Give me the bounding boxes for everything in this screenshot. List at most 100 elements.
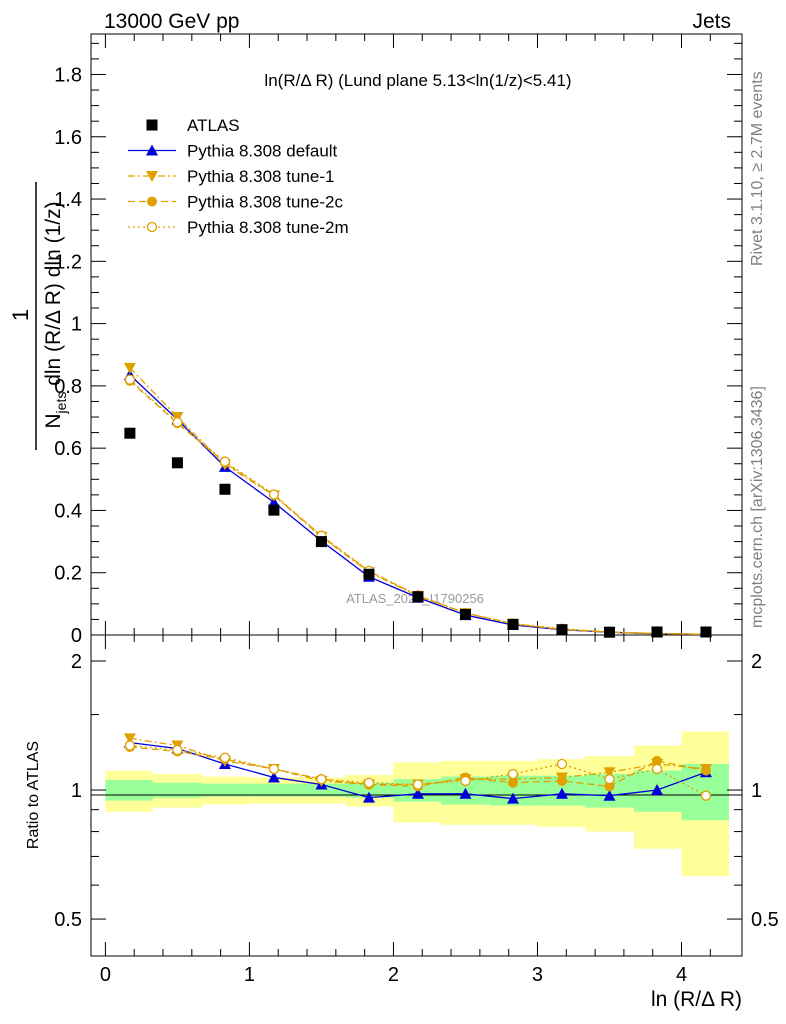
inner-band-bin bbox=[201, 783, 250, 797]
data-point-atlas bbox=[556, 624, 568, 636]
ratio-point-pythia-8-308-tune-2c bbox=[700, 765, 711, 776]
rivet-version-label: Rivet 3.1.10, ≥ 2.7M events bbox=[749, 71, 766, 266]
y-tick-label: 1.6 bbox=[54, 127, 82, 149]
data-point-atlas bbox=[507, 618, 519, 630]
data-point-pythia-8-308-tune-2m bbox=[268, 489, 280, 500]
ratio-y-axis-title: Ratio to ATLAS bbox=[25, 741, 42, 849]
legend-marker-pythia-8-308-tune-2m bbox=[146, 221, 158, 233]
y-tick-label: 1.8 bbox=[54, 64, 82, 86]
main-y-axis-title: 1 d² Nemissions Njets dln (R/Δ R) dln (1… bbox=[0, 182, 69, 450]
svg-text:d² Nemissions: d² Nemissions bbox=[0, 277, 1, 379]
ratio-point-pythia-8-308-tune-2m bbox=[268, 763, 280, 775]
ratio-point-pythia-8-308-default bbox=[651, 784, 664, 796]
ratio-point-pythia-8-308-tune-2m bbox=[604, 774, 615, 785]
ratio-point-pythia-8-308-tune-2m bbox=[316, 774, 327, 785]
energy-label: 13000 GeV pp bbox=[104, 10, 239, 33]
ratio-tick-label-right: 1 bbox=[751, 780, 762, 802]
x-axis-title: ln (R/Δ R) bbox=[651, 988, 742, 1011]
data-point-atlas bbox=[603, 626, 615, 638]
legend-marker-pythia-8-308-tune-2c bbox=[147, 196, 157, 207]
ratio-point-pythia-8-308-default bbox=[411, 787, 424, 799]
y-tick-label: 1 bbox=[71, 314, 82, 336]
ratio-point-pythia-8-308-default bbox=[603, 789, 616, 801]
mcplots-source-label: mcplots.cern.ch [arXiv:1306.3436] bbox=[749, 386, 766, 628]
legend-marker-pythia-8-308-default bbox=[146, 144, 158, 156]
legend-label-pythia-8-308-tune-2m: Pythia 8.308 tune-2m bbox=[187, 218, 349, 237]
ratio-tick-label-right: 0.5 bbox=[751, 909, 779, 931]
ratio-point-pythia-8-308-default bbox=[362, 791, 375, 803]
data-point-atlas bbox=[412, 591, 424, 603]
inner-band-bin bbox=[296, 783, 346, 797]
legend-marker-pythia-8-308-tune-1 bbox=[146, 171, 158, 182]
ratio-point-pythia-8-308-tune-2m bbox=[700, 790, 712, 801]
process-label: Jets bbox=[692, 10, 731, 33]
ratio-uncertainty-bands bbox=[105, 731, 730, 877]
y-tick-label: 0.2 bbox=[54, 563, 82, 585]
ratio-point-pythia-8-308-default bbox=[506, 792, 519, 804]
data-point-pythia-8-308-tune-2m bbox=[124, 374, 136, 385]
ratio-point-pythia-8-308-tune-2c bbox=[604, 781, 615, 792]
data-point-atlas bbox=[651, 626, 663, 638]
ratio-point-pythia-8-308-tune-2m bbox=[412, 779, 424, 790]
legend: ATLAS Pythia 8.308 default Pythia 8.308 tu… bbox=[128, 116, 349, 237]
main-panel-series bbox=[123, 362, 712, 638]
x-tick-label: 3 bbox=[532, 964, 543, 986]
ratio-tick-label: 0.5 bbox=[54, 909, 82, 931]
x-tick-label: 1 bbox=[244, 964, 255, 986]
ratio-panel-series bbox=[123, 733, 712, 804]
legend-label-pythia-8-308-tune-2c: Pythia 8.308 tune-2c bbox=[187, 193, 343, 212]
ratio-point-pythia-8-308-tune-1 bbox=[603, 767, 616, 779]
data-point-atlas bbox=[315, 536, 327, 548]
ratio-point-pythia-8-308-tune-2c bbox=[652, 755, 663, 766]
y-tick-label: 1.4 bbox=[54, 189, 82, 211]
legend-label-pythia-8-308-tune-1: Pythia 8.308 tune-1 bbox=[187, 167, 334, 186]
legend-label-atlas: ATLAS bbox=[187, 116, 240, 135]
plot-title: ln(R/Δ R) (Lund plane 5.13<ln(1/z)<5.41) bbox=[264, 71, 571, 90]
x-tick-label: 4 bbox=[676, 964, 687, 986]
ratio-point-pythia-8-308-tune-2m bbox=[651, 763, 663, 775]
data-point-atlas bbox=[219, 483, 231, 495]
ratio-tick-label: 1 bbox=[71, 780, 82, 802]
data-point-atlas bbox=[363, 568, 375, 580]
ratio-point-pythia-8-308-tune-2m bbox=[219, 752, 231, 763]
y-tick-label: 0.4 bbox=[54, 500, 82, 522]
ratio-point-pythia-8-308-tune-2c bbox=[507, 777, 518, 788]
x-tick-label: 0 bbox=[100, 964, 111, 986]
ratio-point-pythia-8-308-default bbox=[267, 771, 280, 783]
data-point-atlas bbox=[268, 504, 280, 516]
y-tick-label: 0 bbox=[71, 625, 82, 647]
ratio-point-pythia-8-308-tune-2m bbox=[460, 775, 471, 787]
ratio-tick-label: 2 bbox=[71, 651, 82, 673]
ratio-tick-label-right: 2 bbox=[751, 651, 762, 673]
ratio-point-pythia-8-308-tune-1 bbox=[123, 733, 136, 745]
svg-text:1: 1 bbox=[8, 309, 33, 321]
data-point-pythia-8-308-default bbox=[267, 496, 280, 508]
data-point-pythia-8-308-tune-2m bbox=[219, 456, 231, 467]
ratio-point-pythia-8-308-tune-2m bbox=[172, 744, 183, 756]
inner-band-bin bbox=[152, 782, 202, 798]
ratio-point-pythia-8-308-tune-2m bbox=[556, 758, 568, 770]
x-tick-label: 2 bbox=[388, 964, 399, 986]
ratio-point-pythia-8-308-tune-2m bbox=[124, 740, 136, 751]
data-point-pythia-8-308-tune-1 bbox=[123, 362, 136, 374]
legend-label-pythia-8-308-default: Pythia 8.308 default bbox=[187, 142, 338, 161]
data-point-atlas bbox=[700, 626, 712, 638]
axes: 0 1 2 3 4 0 0.2 0.4 0.6 0.8 1 1.2 1.4 1.6 1.8 0.5 0.5 1 1 2… bbox=[54, 34, 779, 986]
ratio-point-pythia-8-308-tune-2m bbox=[507, 768, 519, 780]
inner-band-bin bbox=[105, 780, 153, 801]
data-point-pythia-8-308-tune-2m bbox=[172, 417, 183, 428]
y-tick-label: 1.2 bbox=[54, 251, 82, 273]
legend-marker-atlas bbox=[146, 119, 158, 131]
ratio-point-pythia-8-308-default bbox=[459, 787, 472, 799]
data-point-atlas bbox=[124, 427, 136, 439]
ratio-point-pythia-8-308-default bbox=[555, 787, 568, 799]
svg-text:Njets dln (R/Δ R) dln (1/z): Njets dln (R/Δ R) dln (1/z) bbox=[42, 201, 69, 428]
data-point-atlas bbox=[459, 608, 471, 620]
y-tick-label: 0.6 bbox=[54, 438, 82, 460]
data-point-atlas bbox=[171, 457, 183, 469]
ratio-point-pythia-8-308-tune-2m bbox=[363, 777, 375, 788]
y-tick-label: 0.8 bbox=[54, 376, 82, 398]
ratio-point-pythia-8-308-tune-2c bbox=[556, 775, 567, 786]
inner-band-bin bbox=[249, 783, 297, 797]
